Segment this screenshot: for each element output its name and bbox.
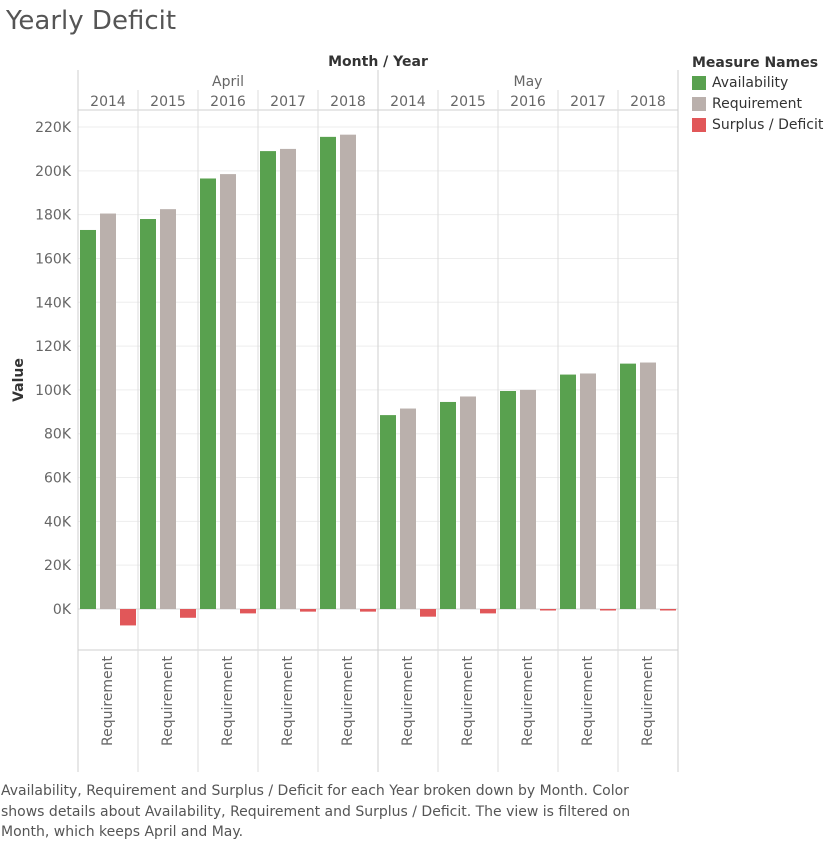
bar-surplus-deficit xyxy=(120,609,136,626)
bar-availability xyxy=(500,391,516,609)
bar-availability xyxy=(80,229,96,610)
bar-availability xyxy=(320,136,336,610)
column-headers: Month / Year April 2014 2015 2016 2017 2018 May… xyxy=(90,54,666,110)
bar-surplus-deficit xyxy=(540,609,556,611)
chart-caption: Availability, Requirement and Surplus / … xyxy=(1,783,631,840)
bar-availability xyxy=(380,415,396,609)
year-label: 2016 xyxy=(210,94,246,110)
bar-surplus-deficit xyxy=(480,609,496,614)
year-label: 2018 xyxy=(330,94,366,110)
y-tick-label: 220K xyxy=(35,120,72,136)
bar-surplus-deficit xyxy=(240,609,256,614)
bottom-measure-label: Requirement xyxy=(580,655,596,746)
bottom-measure-label: Requirement xyxy=(520,655,536,746)
y-tick-label: 100K xyxy=(35,383,72,399)
bottom-measure-label: Requirement xyxy=(340,655,356,746)
bar-availability xyxy=(620,363,636,609)
legend: Measure Names Availability Requirement S… xyxy=(692,54,823,135)
legend-item-requirement[interactable]: Requirement xyxy=(692,93,823,114)
bottom-measure-label: Requirement xyxy=(220,655,236,746)
bar-availability xyxy=(560,374,576,609)
column-header-title: Month / Year xyxy=(328,54,428,70)
bar-surplus-deficit xyxy=(600,609,616,611)
legend-title: Measure Names xyxy=(692,55,819,71)
y-tick-label: 200K xyxy=(35,164,72,180)
bar-availability xyxy=(200,178,216,609)
y-tick-label: 20K xyxy=(44,558,72,574)
legend-item-availability[interactable]: Availability xyxy=(692,72,823,93)
bars xyxy=(80,134,676,626)
legend-label-requirement: Requirement xyxy=(712,95,803,112)
chart-title: Yearly Deficit xyxy=(6,6,177,36)
month-label: May xyxy=(514,74,543,90)
year-label: 2014 xyxy=(390,94,426,110)
year-label: 2014 xyxy=(90,94,126,110)
year-label: 2015 xyxy=(150,94,186,110)
year-label: 2016 xyxy=(510,94,546,110)
bar-requirement xyxy=(640,362,656,609)
y-tick-label: 80K xyxy=(44,427,72,443)
year-label: 2017 xyxy=(270,94,306,110)
y-tick-label: 40K xyxy=(44,514,72,530)
bottom-measure-label: Requirement xyxy=(280,655,296,746)
y-tick-label: 60K xyxy=(44,471,72,487)
legend-swatch-availability xyxy=(692,75,706,90)
legend-label-availability: Availability xyxy=(712,74,789,91)
year-label: 2017 xyxy=(570,94,606,110)
y-axis-title: Value xyxy=(11,358,27,402)
legend-item-surplus-deficit[interactable]: Surplus / Deficit xyxy=(692,114,823,135)
y-tick-label: 140K xyxy=(35,295,72,311)
bar-requirement xyxy=(580,373,596,609)
legend-swatch-surplus-deficit xyxy=(692,117,706,132)
bar-requirement xyxy=(280,148,296,609)
year-label: 2018 xyxy=(630,94,666,110)
y-axis: 0K 20K 40K 60K 80K 100K 120K 140K 160K 180K 200K 22… xyxy=(11,120,72,618)
bottom-measure-label: Requirement xyxy=(160,655,176,746)
pane-borders xyxy=(77,70,679,772)
month-label: April xyxy=(212,74,244,90)
bottom-labels: Requirement Requirement Requirement Require… xyxy=(100,655,656,746)
bottom-measure-label: Requirement xyxy=(100,655,116,746)
bar-surplus-deficit xyxy=(420,609,436,617)
bottom-measure-label: Requirement xyxy=(460,655,476,746)
y-tick-label: 120K xyxy=(35,339,72,355)
bar-requirement xyxy=(400,408,416,609)
bar-requirement xyxy=(220,174,236,609)
bar-requirement xyxy=(100,213,116,610)
bar-availability xyxy=(440,401,456,609)
y-tick-label: 0K xyxy=(53,602,72,618)
bar-surplus-deficit xyxy=(180,609,196,618)
bar-surplus-deficit xyxy=(300,609,316,612)
y-tick-label: 180K xyxy=(35,208,72,224)
bar-availability xyxy=(140,219,156,609)
bar-requirement xyxy=(460,396,476,609)
bottom-measure-label: Requirement xyxy=(400,655,416,746)
bar-surplus-deficit xyxy=(360,609,376,612)
legend-swatch-requirement xyxy=(692,96,706,111)
bar-requirement xyxy=(520,389,536,609)
bar-availability xyxy=(260,151,276,609)
bar-requirement xyxy=(160,209,176,609)
bottom-measure-label: Requirement xyxy=(640,655,656,746)
year-label: 2015 xyxy=(450,94,486,110)
y-tick-label: 160K xyxy=(35,251,72,267)
legend-label-surplus-deficit: Surplus / Deficit xyxy=(712,116,824,133)
bar-surplus-deficit xyxy=(660,609,676,611)
bar-requirement xyxy=(340,134,356,609)
